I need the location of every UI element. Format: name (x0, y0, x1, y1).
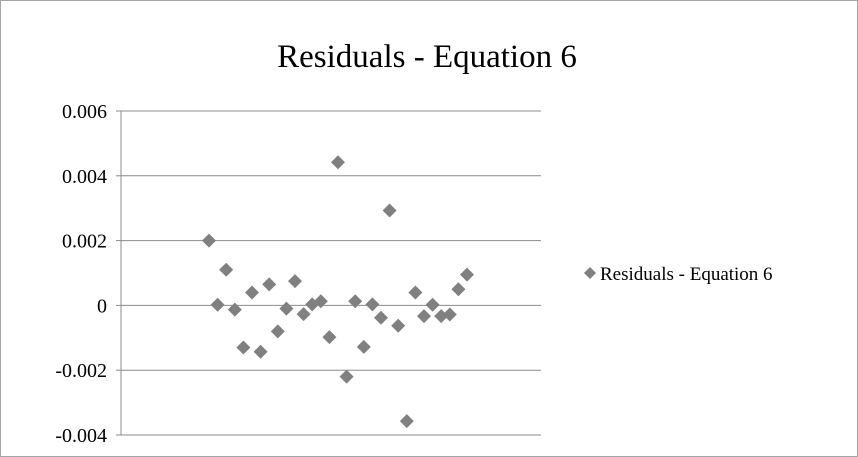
data-point (227, 302, 242, 317)
data-point (365, 297, 380, 312)
data-point (322, 330, 337, 345)
data-point (210, 297, 225, 312)
data-point (339, 369, 354, 384)
chart-title: Residuals - Equation 6 (277, 39, 577, 75)
data-point (425, 297, 440, 312)
gridlines (116, 110, 541, 436)
data-point (313, 294, 328, 309)
data-point (296, 307, 311, 322)
data-point (348, 294, 363, 309)
legend: Residuals - Equation 6 (584, 264, 773, 285)
data-point (460, 267, 474, 282)
data-point (262, 277, 277, 292)
y-tick-label: 0.006 (62, 101, 107, 123)
data-point (382, 203, 397, 218)
data-point (253, 344, 268, 359)
data-point (270, 324, 285, 339)
data-point (417, 309, 431, 324)
data-point (202, 233, 216, 248)
data-point (356, 339, 371, 354)
data-point (288, 274, 302, 289)
data-point (408, 285, 423, 300)
data-point (219, 262, 234, 277)
y-tick-label: -0.004 (55, 425, 107, 447)
data-point (279, 301, 294, 316)
legend-marker (584, 267, 596, 279)
data-point (451, 282, 466, 297)
data-point (399, 414, 414, 429)
data-point (391, 318, 406, 333)
data-point (236, 340, 251, 355)
y-axis-ticks: -0.004 -0.002 0 0.002 0.004 0.006 (55, 101, 107, 447)
y-tick-label: -0.002 (55, 360, 107, 382)
data-point (374, 310, 388, 325)
data-point (331, 155, 345, 170)
data-point (245, 285, 259, 300)
legend-label: Residuals - Equation 6 (600, 264, 773, 285)
data-points (202, 155, 474, 429)
y-tick-label: 0.004 (62, 166, 107, 188)
y-tick-label: 0 (97, 295, 107, 317)
data-point (442, 307, 457, 322)
y-tick-label: 0.002 (62, 231, 107, 253)
